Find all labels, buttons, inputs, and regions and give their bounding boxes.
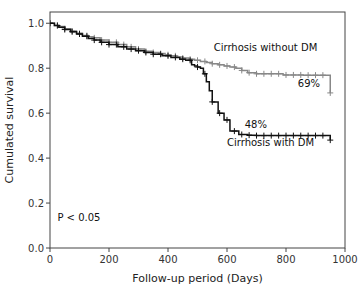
censor-mark [180, 56, 186, 62]
y-tick-label: 0.4 [28, 153, 44, 164]
x-tick [227, 248, 228, 252]
censor-mark [283, 72, 289, 78]
annotation: 48% [245, 119, 267, 130]
censor-mark [268, 71, 274, 77]
y-tick [46, 203, 50, 204]
plot-area [50, 20, 333, 143]
censor-mark [202, 58, 208, 64]
censor-mark [143, 49, 149, 55]
censor-mark [290, 72, 296, 78]
x-tick-label: 400 [158, 254, 177, 265]
y-tick [46, 113, 50, 114]
x-tick-label: 1000 [332, 254, 357, 265]
censor-mark [54, 22, 60, 28]
annotation: Cirrhosis with DM [227, 137, 314, 148]
axes: 0 200 400 600 800 1000 0.0 0.2 0.4 0.6 0.8 1.0 [28, 18, 358, 265]
censor-mark [150, 51, 156, 57]
censor-mark [195, 64, 201, 70]
annotations: Cirrhosis without DM 69% 48% Cirrhosis with… [57, 42, 320, 223]
chart: 0 200 400 600 800 1000 0.0 0.2 0.4 0.6 0.8 1.0 Follo… [0, 0, 359, 290]
x-tick [345, 248, 346, 252]
censor-mark [202, 71, 208, 77]
censor-mark [209, 99, 215, 105]
censor-mark [246, 70, 252, 76]
x-axis-label: Follow-up period (Days) [132, 272, 263, 285]
censor-mark [313, 72, 319, 78]
x-tick [168, 248, 169, 252]
y-axis-label: Cumulated survival [3, 77, 16, 184]
y-tick-label: 1.0 [28, 18, 44, 29]
y-tick [46, 158, 50, 159]
censor-mark [172, 54, 178, 60]
censor-mark [217, 62, 223, 68]
censor-mark [99, 39, 105, 45]
censor-mark [128, 46, 134, 52]
censor-mark [327, 90, 333, 96]
censor-mark [50, 20, 53, 26]
annotation: 69% [298, 78, 320, 89]
censor-mark [298, 72, 304, 78]
censor-mark [320, 72, 326, 78]
survival-line [50, 23, 330, 140]
plot-frame [50, 12, 345, 248]
x-tick-label: 0 [47, 254, 53, 265]
censor-mark [261, 71, 267, 77]
x-tick-label: 600 [217, 254, 236, 265]
x-tick-label: 800 [276, 254, 295, 265]
censor-mark [231, 128, 237, 134]
annotation: P < 0.05 [57, 212, 100, 223]
censor-mark [62, 27, 68, 33]
censor-mark [320, 133, 326, 139]
censor-mark [305, 72, 311, 78]
survival-line [50, 23, 330, 93]
censor-mark [239, 67, 245, 73]
x-tick [109, 248, 110, 252]
x-tick [50, 248, 51, 252]
y-tick-label: 0.6 [28, 108, 44, 119]
y-tick-label: 0.8 [28, 63, 44, 74]
censor-mark [77, 31, 83, 37]
censor-mark [50, 20, 53, 26]
censor-mark [158, 51, 164, 57]
y-tick-label: 0.0 [28, 243, 44, 254]
annotation: Cirrhosis without DM [214, 42, 318, 53]
censor-mark [254, 71, 260, 77]
censor-mark [276, 71, 282, 77]
y-tick-label: 0.2 [28, 198, 44, 209]
censor-mark [327, 137, 333, 143]
x-tick [286, 248, 287, 252]
censor-mark [113, 42, 119, 48]
y-tick [46, 248, 50, 249]
censor-mark [231, 64, 237, 70]
y-tick [46, 23, 50, 24]
censor-mark [165, 53, 171, 59]
censor-mark [91, 37, 97, 43]
y-tick [46, 68, 50, 69]
censor-mark [84, 33, 90, 39]
censor-mark [224, 117, 230, 123]
censor-mark [217, 110, 223, 116]
censor-mark [136, 48, 142, 54]
censor-mark [209, 61, 215, 67]
censor-mark [69, 29, 75, 35]
censor-mark [106, 42, 112, 48]
censor-mark [195, 57, 201, 63]
censor-mark [187, 57, 193, 63]
x-tick-label: 200 [99, 254, 118, 265]
censor-mark [121, 44, 127, 50]
censor-mark [224, 63, 230, 69]
